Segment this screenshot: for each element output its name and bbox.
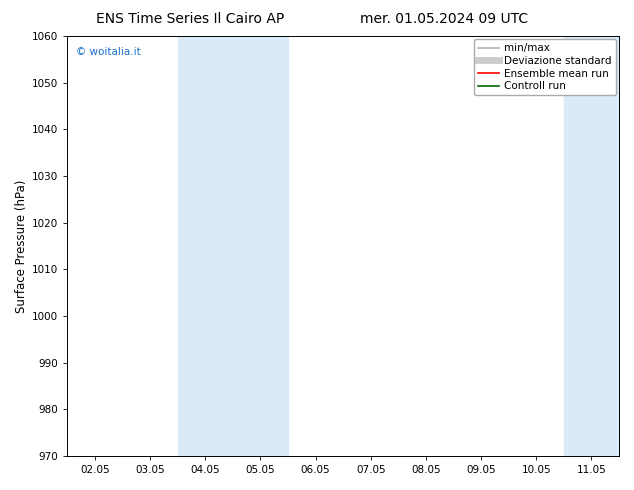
Legend: min/max, Deviazione standard, Ensemble mean run, Controll run: min/max, Deviazione standard, Ensemble m… xyxy=(474,39,616,96)
Text: ENS Time Series Il Cairo AP: ENS Time Series Il Cairo AP xyxy=(96,12,284,26)
Bar xyxy=(564,36,619,456)
Y-axis label: Surface Pressure (hPa): Surface Pressure (hPa) xyxy=(15,179,28,313)
Bar xyxy=(178,36,288,456)
Text: © woitalia.it: © woitalia.it xyxy=(75,47,141,57)
Text: mer. 01.05.2024 09 UTC: mer. 01.05.2024 09 UTC xyxy=(359,12,528,26)
